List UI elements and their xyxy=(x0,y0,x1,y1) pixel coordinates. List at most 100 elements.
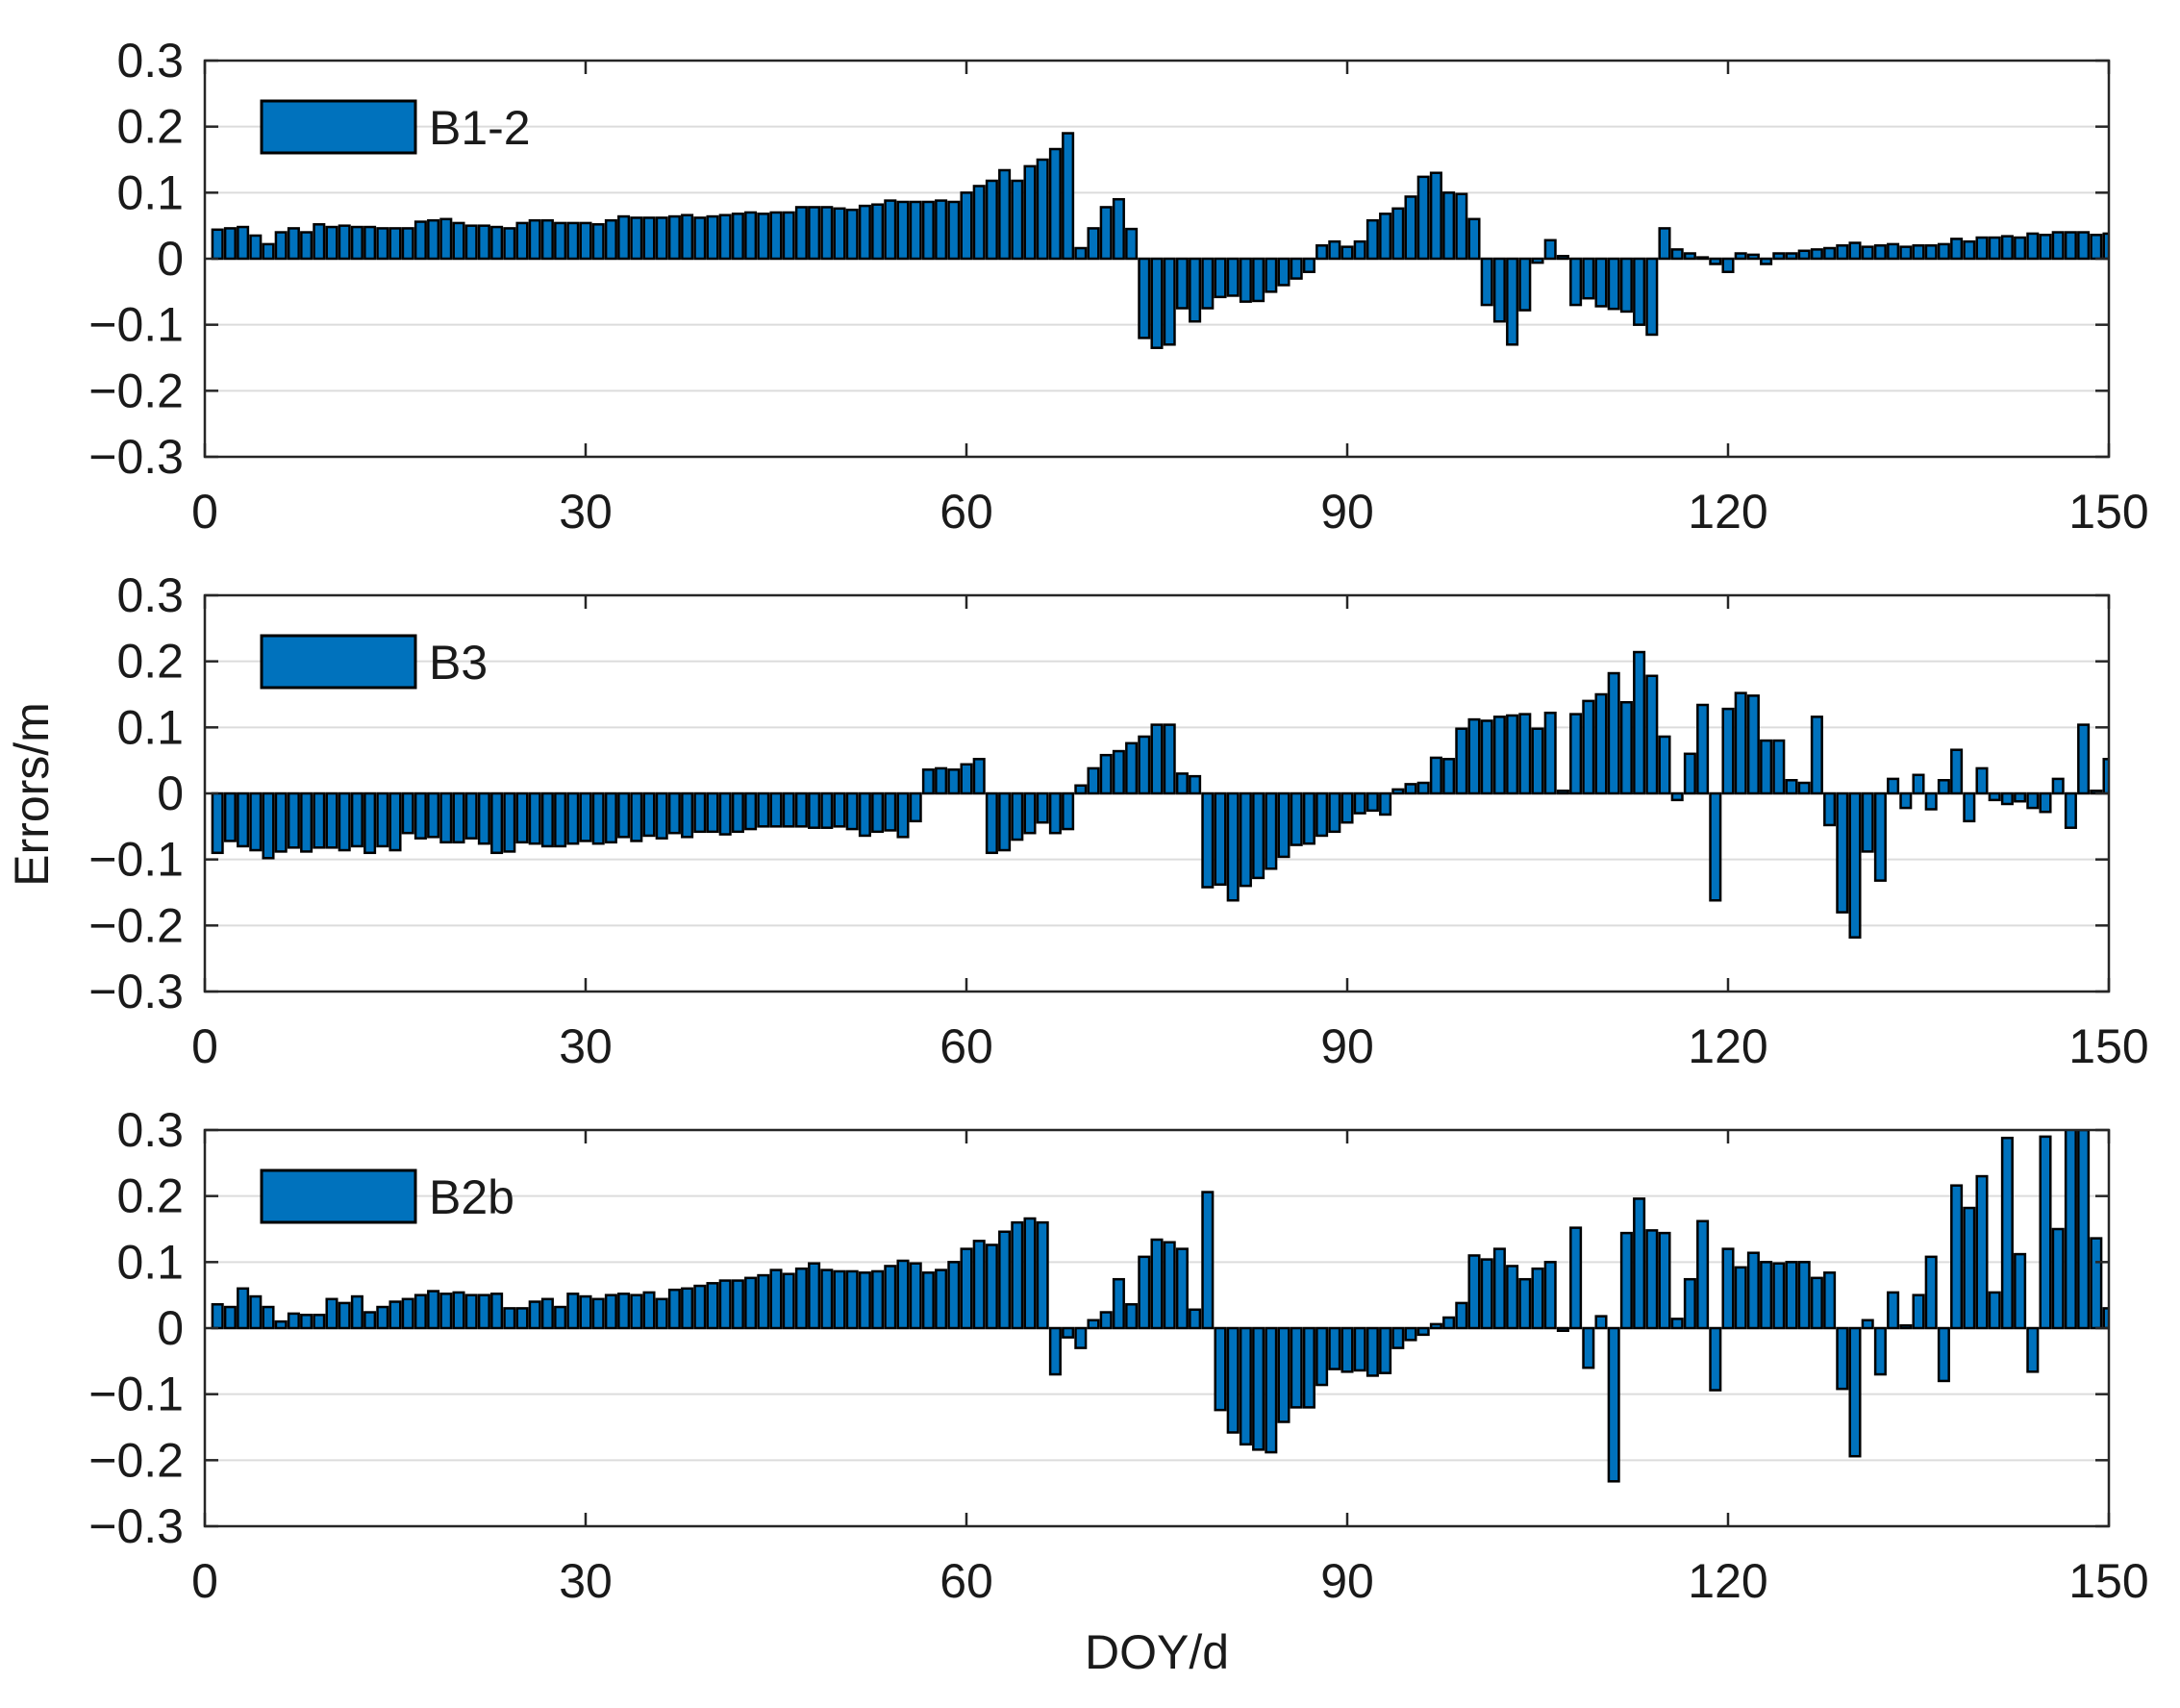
bar xyxy=(794,206,808,261)
bar xyxy=(211,791,224,855)
bar xyxy=(655,216,668,261)
bar xyxy=(693,216,707,261)
bar xyxy=(617,791,631,839)
bar xyxy=(1556,790,1569,795)
x-tick-label: 30 xyxy=(559,1554,613,1608)
bar xyxy=(1416,175,1430,261)
bar xyxy=(1975,1174,1989,1330)
bar xyxy=(1404,195,1417,261)
bar xyxy=(1467,217,1481,261)
bar xyxy=(477,791,490,845)
bar xyxy=(262,1305,275,1330)
bar xyxy=(1328,1326,1341,1370)
bar xyxy=(464,791,478,840)
bar xyxy=(794,791,808,828)
y-tick-label: −0.1 xyxy=(88,833,184,887)
bar xyxy=(833,207,846,261)
bar xyxy=(2117,1292,2127,1328)
bar xyxy=(1797,1261,1811,1330)
bar xyxy=(1836,791,1849,914)
bar xyxy=(858,1271,871,1330)
bar xyxy=(1670,1318,1684,1330)
bar xyxy=(2129,233,2140,259)
bar xyxy=(845,1269,859,1330)
bar xyxy=(274,1319,288,1330)
bar xyxy=(223,227,237,261)
legend-label: B2b xyxy=(429,1170,514,1224)
bar xyxy=(223,1305,237,1330)
bar xyxy=(515,1307,529,1330)
x-tick-label: 0 xyxy=(191,1019,218,1073)
bar xyxy=(1290,791,1303,846)
bar xyxy=(1455,727,1468,795)
bar xyxy=(1252,791,1265,880)
bar xyxy=(2014,1252,2027,1330)
bar xyxy=(1645,1229,1659,1330)
bar xyxy=(1543,711,1557,795)
bar xyxy=(540,791,554,848)
bar xyxy=(1760,739,1773,795)
bar xyxy=(1099,1311,1113,1330)
bar xyxy=(540,1297,554,1330)
bar xyxy=(808,791,821,829)
bar xyxy=(350,1294,363,1330)
bar xyxy=(1772,1262,1786,1330)
bar xyxy=(744,1276,758,1330)
bar xyxy=(1455,192,1468,261)
bar xyxy=(1467,1254,1481,1330)
bar xyxy=(1048,147,1062,261)
bar xyxy=(579,1294,592,1330)
bar xyxy=(1226,257,1240,297)
bar xyxy=(731,791,744,834)
x-tick-label: 90 xyxy=(1320,485,1374,539)
y-axis-title: Errors/m xyxy=(5,702,59,887)
bar xyxy=(1975,236,1989,261)
bar xyxy=(604,218,617,261)
bar xyxy=(274,791,288,853)
bar xyxy=(960,191,973,261)
bar xyxy=(439,791,453,844)
x-tick-label: 60 xyxy=(940,1019,993,1073)
y-tick-label: 0.2 xyxy=(116,635,184,689)
bar xyxy=(237,1287,250,1330)
bar xyxy=(503,1307,516,1330)
bar xyxy=(1912,773,1925,795)
legend: B1-2 xyxy=(260,99,531,155)
bar xyxy=(1594,257,1608,308)
bar xyxy=(2039,1135,2052,1330)
bar xyxy=(1201,791,1215,889)
bar xyxy=(1404,1326,1417,1342)
bar xyxy=(1887,1291,1900,1330)
bar xyxy=(1543,1261,1557,1330)
bar xyxy=(1899,791,1913,810)
bar xyxy=(579,791,592,842)
bar xyxy=(808,206,821,261)
bar xyxy=(845,208,859,261)
bar xyxy=(1341,791,1354,824)
bar xyxy=(452,791,465,844)
bar xyxy=(1924,1255,1938,1330)
bar xyxy=(1379,213,1392,261)
bar xyxy=(1138,735,1151,795)
bar xyxy=(1226,1326,1240,1434)
bar xyxy=(249,791,263,852)
bar xyxy=(1353,239,1366,261)
bar xyxy=(427,791,440,839)
bar xyxy=(452,221,465,261)
bar xyxy=(2014,236,2027,261)
bar xyxy=(871,1269,885,1330)
bar xyxy=(1823,791,1837,827)
bar xyxy=(1797,781,1811,795)
y-tick-label: 0 xyxy=(157,1301,184,1355)
y-tick-label: 0 xyxy=(157,766,184,820)
bar xyxy=(871,791,885,834)
bar xyxy=(1645,674,1659,795)
bar xyxy=(693,791,707,834)
bar xyxy=(2064,791,2077,829)
bar xyxy=(2064,1130,2077,1330)
x-tick-label: 150 xyxy=(2068,1019,2148,1073)
bar xyxy=(833,1269,846,1330)
bar xyxy=(782,1272,795,1330)
bar xyxy=(427,218,440,261)
